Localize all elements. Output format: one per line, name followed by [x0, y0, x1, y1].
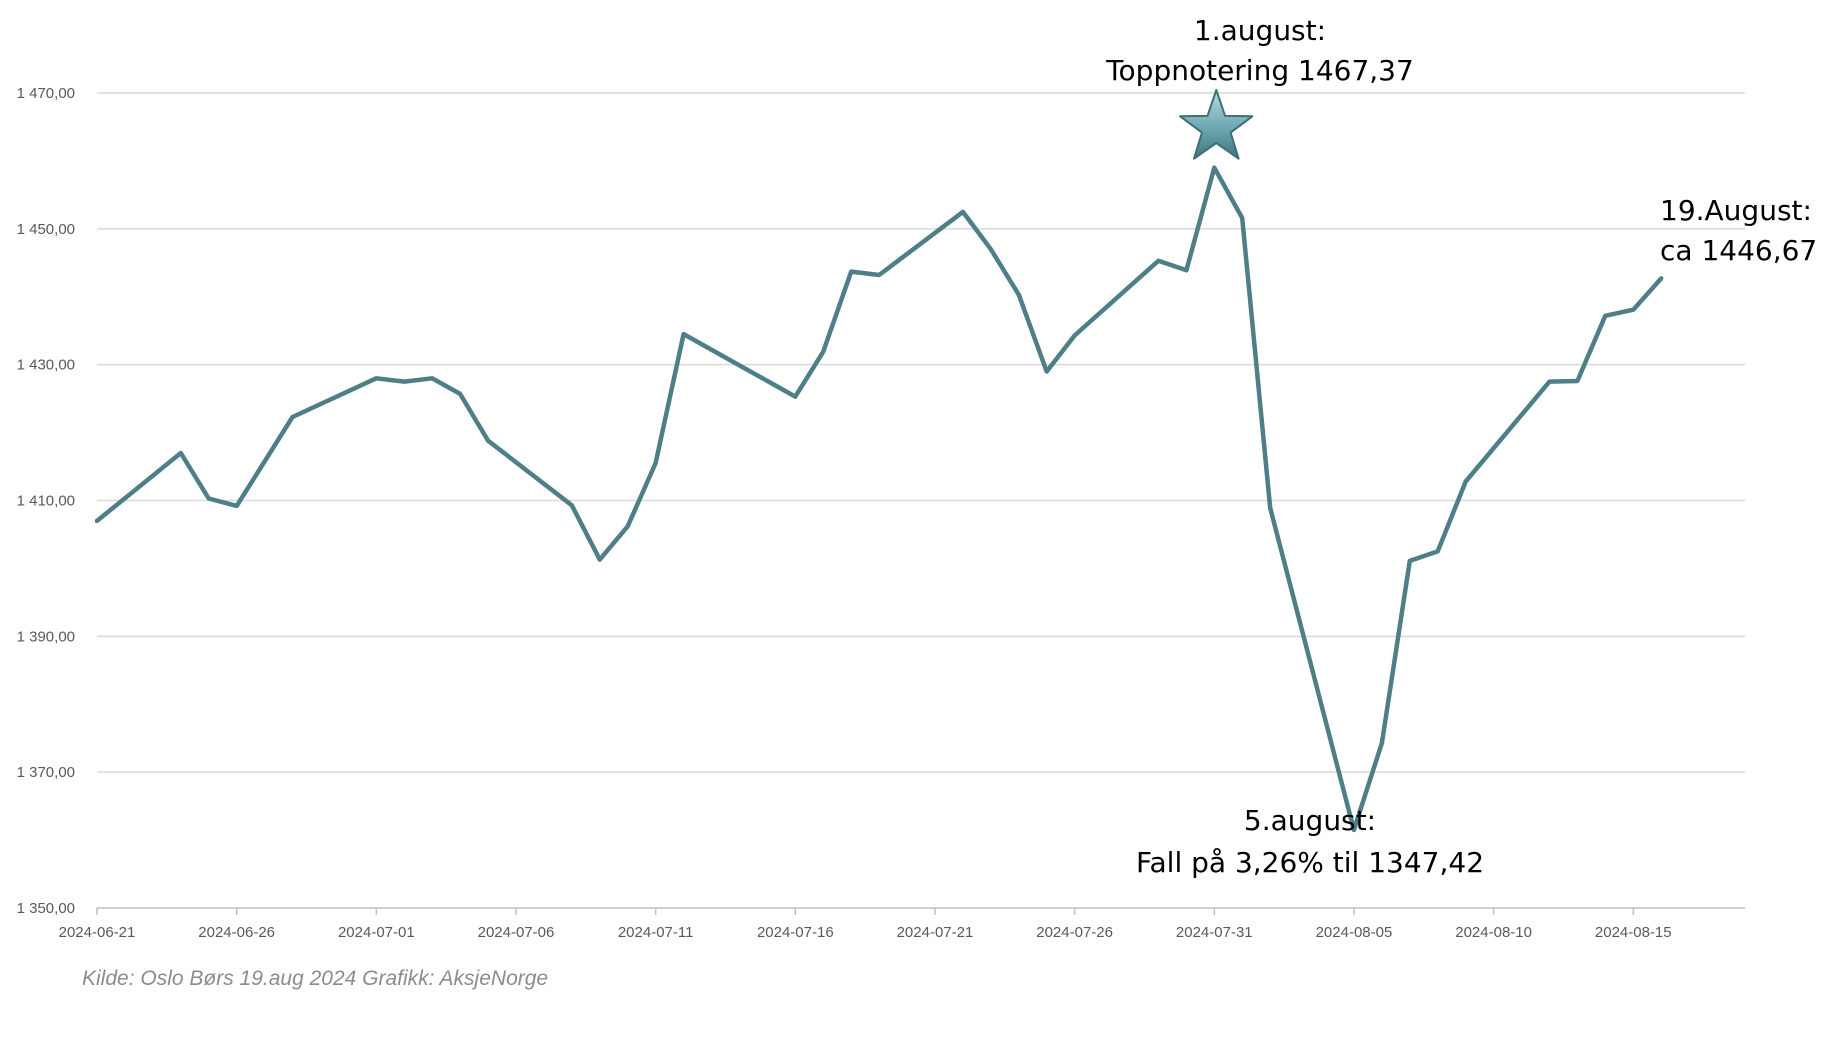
y-tick-label: 1 410,00: [17, 493, 75, 510]
x-tick-label: 2024-06-26: [198, 924, 275, 941]
x-tick-label: 2024-08-10: [1455, 924, 1532, 941]
x-tick-label: 2024-08-15: [1595, 924, 1672, 941]
x-tick-label: 2024-08-05: [1316, 924, 1393, 941]
annotation-peak-line-1: 1.august:: [1194, 14, 1326, 47]
annotation-latest-line-2: ca 1446,67: [1660, 234, 1817, 267]
marker-layer: [1179, 89, 1254, 160]
gridlines: [97, 92, 1745, 773]
x-tick-label: 2024-06-21: [59, 924, 136, 941]
source-note: Kilde: Oslo Børs 19.aug 2024 Grafikk: Ak…: [82, 967, 548, 990]
series-layer: [94, 165, 1664, 833]
x-tick-label: 2024-07-21: [897, 924, 974, 941]
annotation-latest-line-1: 19.August:: [1660, 194, 1812, 227]
x-axis: 2024-06-21 2024-06-26 2024-07-01 2024-07-06…: [59, 907, 1745, 941]
y-tick-label: 1 450,00: [17, 221, 75, 238]
series-line: [94, 165, 1664, 833]
y-axis: 1 350,00 1 370,00 1 390,00 1 410,00 1 430,00…: [17, 85, 75, 917]
y-tick-label: 1 350,00: [17, 900, 75, 917]
y-tick-label: 1 430,00: [17, 357, 75, 374]
x-tick-label: 2024-07-06: [478, 924, 555, 941]
x-tick-label: 2024-07-01: [338, 924, 415, 941]
annotation-dip-line-2: Fall på 3,26% til 1347,42: [1136, 846, 1484, 879]
x-tick-label: 2024-07-26: [1036, 924, 1113, 941]
y-tick-label: 1 390,00: [17, 628, 75, 645]
annotation-peak-line-2: Toppnotering 1467,37: [1105, 54, 1414, 87]
y-tick-label: 1 370,00: [17, 764, 75, 781]
annotation-dip-line-1: 5.august:: [1244, 804, 1376, 837]
x-tick-label: 2024-07-31: [1176, 924, 1253, 941]
star-icon: [1179, 89, 1254, 160]
x-tick-label: 2024-07-16: [757, 924, 834, 941]
x-tick-label: 2024-07-11: [618, 924, 694, 941]
y-tick-label: 1 470,00: [17, 85, 75, 102]
